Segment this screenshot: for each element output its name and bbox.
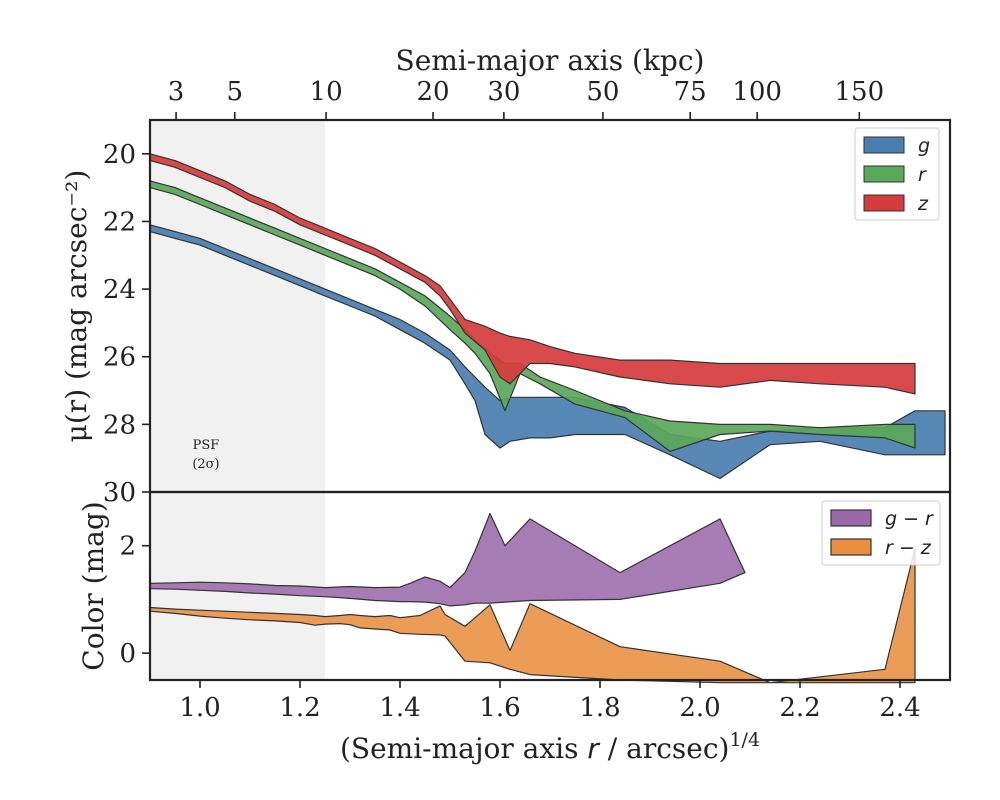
bottom-panel-frame	[148, 490, 952, 682]
y-tick-label: 24	[103, 275, 136, 305]
legend-swatch-r-minus-z	[830, 538, 872, 556]
x-tick-label: 1.2	[279, 693, 320, 723]
area-g-r	[149, 512, 746, 607]
area-r-z	[149, 547, 916, 684]
top-x-tick-label: 5	[226, 77, 243, 107]
y-tick-label: 26	[103, 343, 136, 373]
x-tick-label: 2.0	[679, 693, 720, 723]
legend-label-g: g	[918, 135, 930, 157]
x-tick-label: 1.6	[479, 693, 520, 723]
legend-swatch-g	[863, 136, 905, 154]
top-y-axis-title: μ(r) (mag arcsec⁻²)	[60, 170, 93, 443]
y-tick-label: 28	[103, 410, 136, 440]
area-r	[149, 180, 916, 452]
top-x-tick-label: 20	[416, 77, 449, 107]
y-tick-label: 30	[103, 478, 136, 508]
top-x-tick-label: 10	[310, 77, 343, 107]
bottom-y-axis: 02	[119, 532, 150, 669]
bottom-legend: g − r r − z	[821, 500, 941, 566]
y-tick-label: 22	[103, 207, 136, 237]
color-series	[149, 512, 916, 684]
area-z	[149, 153, 916, 395]
top-x-tick-label: 3	[168, 77, 185, 107]
top-x-tick-label: 50	[586, 77, 619, 107]
y-tick-label: 20	[103, 140, 136, 170]
x-tick-label: 1.4	[379, 693, 420, 723]
top-x-tick-label: 75	[674, 77, 707, 107]
top-x-tick-label: 150	[834, 77, 884, 107]
legend-label-r: r	[918, 164, 927, 186]
legend-label-z: z	[917, 193, 929, 215]
top-x-tick-label: 100	[732, 77, 782, 107]
top-legend: g r z	[854, 127, 940, 221]
psf-label-line2: (2σ)	[192, 457, 219, 472]
area-g	[149, 224, 946, 480]
color-y-tick-label: 0	[119, 639, 136, 669]
legend-swatch-z	[863, 194, 905, 212]
x-tick-label: 1.0	[179, 693, 220, 723]
x-tick-label: 2.2	[779, 693, 820, 723]
color-y-tick-label: 2	[119, 532, 136, 562]
top-axis-title: Semi-major axis (kpc)	[396, 44, 705, 77]
top-x-tick-label: 30	[487, 77, 520, 107]
surface-brightness-series	[149, 153, 946, 480]
legend-label-g-minus-r: g − r	[885, 508, 934, 530]
bottom-x-axis: 1.0 1.2 1.4 1.6 1.8 2.0 2.2 2.4	[179, 680, 921, 723]
legend-swatch-r	[863, 165, 905, 183]
legend-label-r-minus-z: r − z	[885, 537, 932, 559]
bottom-x-axis-title: (Semi-major axis r / arcsec)1/4	[340, 729, 760, 765]
psf-label-line1: PSF	[193, 438, 220, 453]
bottom-y-axis-title: Color (mag)	[77, 501, 110, 670]
x-tick-label: 1.8	[579, 693, 620, 723]
legend-swatch-g-minus-r	[830, 509, 872, 527]
top-y-axis: 20 22 24 26 28 30	[103, 140, 150, 508]
x-tick-label: 2.4	[879, 693, 920, 723]
top-secondary-x-axis: 3 5 10 20 30 50 75 100 150	[168, 77, 884, 120]
